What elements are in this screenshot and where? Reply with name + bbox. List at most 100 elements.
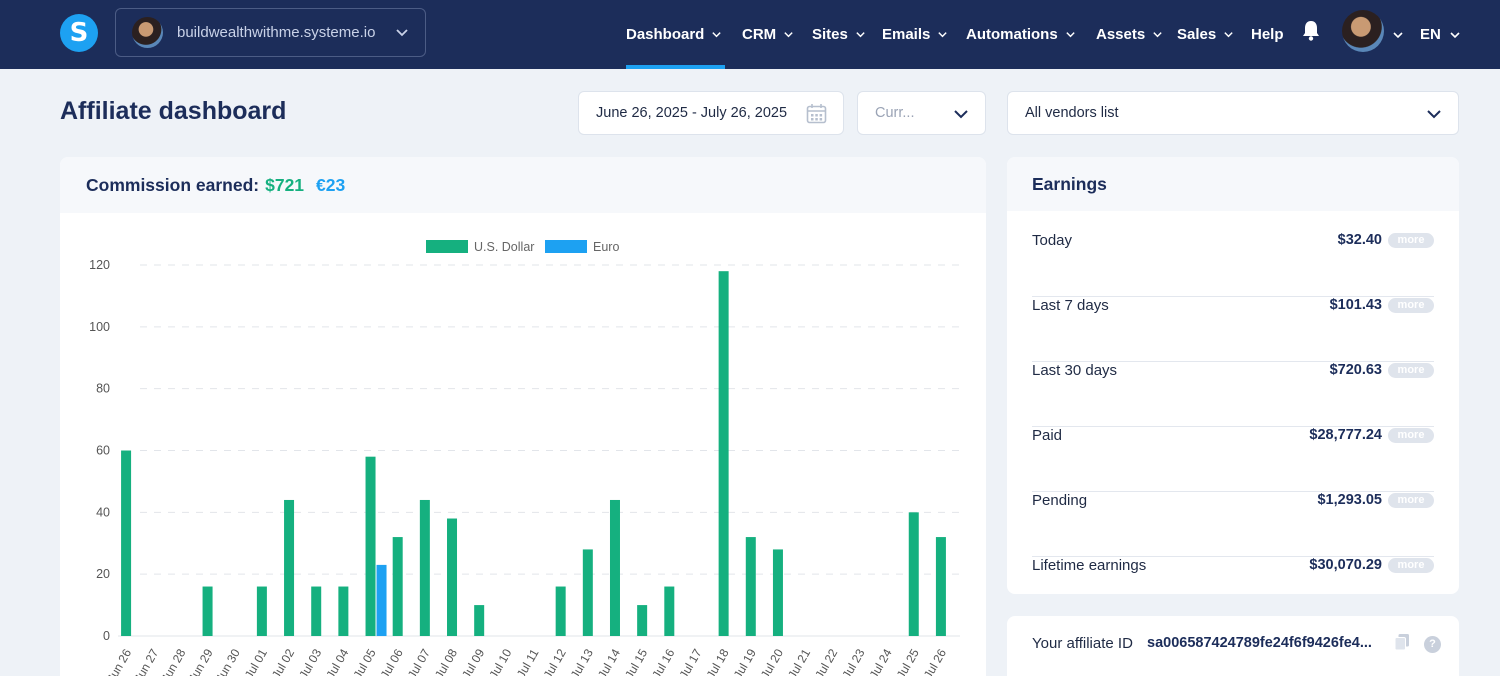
earnings-row: Paid $28,777.24 more (1032, 427, 1434, 492)
earnings-row-value: $720.63 (1329, 362, 1382, 378)
earnings-row-label: Last 7 days (1032, 297, 1109, 314)
nav-item-sites[interactable]: Sites (812, 0, 866, 69)
legend-swatch (426, 240, 468, 253)
site-avatar (132, 17, 163, 48)
nav-item-crm[interactable]: CRM (742, 0, 794, 69)
bar-usd[interactable] (338, 586, 349, 636)
nav-item-emails[interactable]: Emails (882, 0, 948, 69)
bar-usd[interactable] (284, 499, 295, 636)
chevron-down-icon (1427, 110, 1441, 119)
systeme-logo[interactable]: S (60, 14, 98, 52)
bar-usd[interactable] (664, 586, 675, 636)
bar-usd[interactable] (419, 499, 430, 636)
bar-usd[interactable] (474, 605, 485, 636)
earnings-row-label: Today (1032, 232, 1073, 249)
affiliate-id-label: Your affiliate ID (1032, 635, 1133, 652)
x-tick-label: Jul 14 (595, 646, 623, 676)
page-title: Affiliate dashboard (60, 97, 287, 125)
more-button[interactable]: more (1388, 558, 1434, 573)
language-label: EN (1420, 26, 1441, 43)
bar-usd[interactable] (908, 512, 919, 636)
more-button[interactable]: more (1388, 493, 1434, 508)
more-button[interactable]: more (1388, 363, 1434, 378)
vendor-select-value: All vendors list (1025, 105, 1119, 121)
x-tick-label: Jul 09 (459, 646, 487, 676)
chevron-down-icon (938, 32, 948, 38)
more-button[interactable]: more (1388, 233, 1434, 248)
x-tick-label: Jul 10 (486, 646, 514, 676)
bar-usd[interactable] (256, 586, 267, 636)
earnings-row-value: $30,070.29 (1309, 557, 1382, 573)
nav-item-assets[interactable]: Assets (1096, 0, 1163, 69)
bar-usd[interactable] (935, 537, 946, 636)
top-navigation-bar: S buildwealthwithme.systeme.io Dashboard… (0, 0, 1500, 69)
more-button[interactable]: more (1388, 428, 1434, 443)
user-avatar[interactable] (1342, 10, 1384, 52)
x-tick-label: Jul 16 (649, 646, 677, 676)
chevron-down-icon (784, 32, 793, 38)
bar-usd[interactable] (392, 537, 403, 636)
nav-item-label: Emails (882, 26, 931, 43)
chevron-down-icon (1450, 31, 1460, 38)
bar-usd[interactable] (637, 605, 648, 636)
site-name: buildwealthwithme.systeme.io (177, 24, 376, 41)
earnings-row-label: Paid (1032, 427, 1063, 444)
more-button[interactable]: more (1388, 298, 1434, 313)
bar-usd[interactable] (582, 549, 593, 636)
bar-usd[interactable] (365, 456, 376, 636)
y-tick-label: 40 (96, 505, 110, 519)
bar-usd[interactable] (718, 271, 729, 636)
y-tick-label: 80 (96, 382, 110, 396)
chevron-down-icon (1065, 32, 1075, 38)
chevron-down-icon (954, 110, 968, 119)
bar-usd[interactable] (311, 586, 322, 636)
x-tick-label: Jul 19 (731, 646, 759, 676)
nav-item-automations[interactable]: Automations (966, 0, 1076, 69)
currency-placeholder: Curr... (875, 105, 915, 121)
active-tab-indicator (626, 65, 725, 69)
bar-usd[interactable] (447, 518, 458, 636)
site-selector[interactable]: buildwealthwithme.systeme.io (115, 8, 426, 57)
bar-usd[interactable] (202, 586, 213, 636)
date-range-picker[interactable]: June 26, 2025 - July 26, 2025 (578, 91, 844, 135)
vendor-select[interactable]: All vendors list (1007, 91, 1459, 135)
x-tick-label: Jul 04 (323, 646, 351, 676)
chevron-down-icon (856, 32, 865, 38)
commission-chart-card: Commission earned: $721 €23 0 20 40 60 80 100… (60, 157, 986, 676)
x-tick-label: Jun 29 (186, 646, 216, 676)
bar-usd[interactable] (555, 586, 566, 636)
nav-item-help[interactable]: Help (1251, 0, 1284, 69)
nav-item-dashboard[interactable]: Dashboard (626, 0, 722, 69)
user-menu-chevron[interactable] (1392, 0, 1404, 69)
commission-usd: $721 (265, 174, 305, 195)
earnings-row-value: $101.43 (1329, 297, 1382, 313)
x-tick-label: Jun 28 (158, 646, 188, 676)
earnings-row-value: $28,777.24 (1309, 427, 1382, 443)
x-tick-label: Jul 23 (839, 646, 867, 676)
x-tick-label: Jul 20 (758, 646, 786, 676)
bar-usd[interactable] (609, 499, 620, 636)
nav-item-sales[interactable]: Sales (1177, 0, 1234, 69)
calendar-icon (806, 104, 827, 124)
bar-usd[interactable] (745, 537, 756, 636)
x-tick-label: Jul 25 (894, 646, 922, 676)
nav-item-label: Sales (1177, 26, 1217, 43)
bar-eur[interactable] (376, 564, 387, 636)
nav-item-label: Sites (812, 26, 848, 43)
language-selector[interactable]: EN (1420, 0, 1461, 69)
nav-item-label: Help (1251, 26, 1284, 43)
earnings-row-label: Lifetime earnings (1032, 557, 1147, 574)
notifications-bell-icon[interactable] (1301, 19, 1321, 41)
commission-label: Commission earned: (86, 174, 260, 195)
help-icon[interactable]: ? (1424, 636, 1441, 653)
bar-usd[interactable] (121, 450, 132, 637)
earnings-row-value: $1,293.05 (1317, 492, 1382, 508)
x-tick-label: Jul 24 (867, 646, 895, 676)
currency-select[interactable]: Curr... (857, 91, 986, 135)
bar-usd[interactable] (772, 549, 783, 636)
copy-icon[interactable] (1394, 633, 1410, 651)
chevron-down-icon (1393, 31, 1403, 38)
nav-item-label: Assets (1096, 26, 1146, 43)
x-tick-label: Jul 22 (812, 646, 840, 676)
